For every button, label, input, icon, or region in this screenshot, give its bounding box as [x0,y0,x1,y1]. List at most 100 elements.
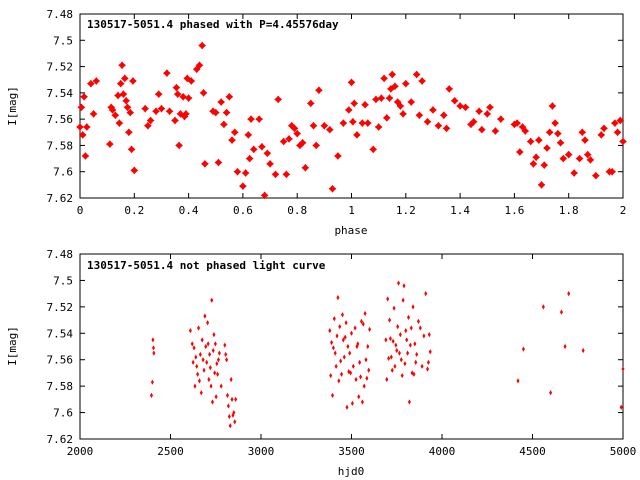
data-point [266,159,274,168]
data-point [534,136,543,145]
data-point [226,392,230,398]
data-point [247,115,255,124]
data-point [293,129,302,138]
data-point [330,339,334,346]
data-point [358,359,362,365]
data-point [173,90,182,99]
data-point [406,350,410,356]
data-point [339,358,343,364]
data-point [315,86,323,95]
unphased-y-tick-label: 7.58 [47,380,74,393]
unphased-plot-title: 130517-5051.4 not phased light curve [87,259,326,272]
data-point [456,102,464,110]
data-point [209,383,213,389]
phased-x-tick-label: 0 [77,204,84,217]
data-point [344,320,348,326]
phased-y-tick-label: 7.48 [47,8,74,21]
unphased-x-tick-label: 3500 [338,445,365,458]
phased-y-tick-label: 7.54 [47,87,74,100]
unphased-x-tick-label: 3000 [248,445,275,458]
phased-x-tick-label: 1.8 [559,204,579,217]
data-point [429,106,437,114]
data-point [356,341,360,347]
data-point [358,119,367,127]
data-point [210,399,214,405]
data-point [222,108,231,117]
data-point [187,77,196,85]
data-point [578,128,587,137]
data-point [77,103,86,112]
data-point [415,111,424,120]
data-point [202,367,206,373]
data-point [374,123,383,131]
data-point [196,371,200,377]
data-point [532,153,540,162]
data-point [348,350,352,356]
data-point [348,117,357,126]
unphased-plot-ticks: 2000 2500 3000 3500 4000 4500 5000 7.48 7.5 7.52 7… [47,248,637,458]
data-point [331,345,335,351]
data-point [232,409,236,416]
data-point [108,106,117,114]
data-point [347,78,356,87]
data-point [445,85,454,93]
data-point [258,142,266,151]
data-point [407,399,411,405]
data-point [309,121,318,130]
data-point [279,137,288,146]
data-point [350,99,359,108]
data-point [219,383,223,389]
phased-y-tick-label: 7.6 [53,166,73,179]
data-point [217,350,221,356]
data-point [581,136,589,145]
data-point [329,372,333,379]
data-point [359,374,363,380]
data-point [325,125,334,134]
phased-x-tick-label: 1.2 [396,204,416,217]
data-point [290,124,299,133]
unphased-x-tick-label: 4000 [429,445,456,458]
data-point [360,399,364,405]
data-point [190,341,194,347]
data-point [351,363,355,369]
phased-plot-ticks: 0 0.2 0.4 0.6 0.8 1 1.2 1.4 1.6 1.8 2 7.48 7.5 7.52 7.… [47,8,627,217]
data-point [223,342,227,348]
data-point [363,119,372,127]
data-point [388,317,392,323]
data-point [359,318,363,324]
data-point [483,110,492,118]
data-point [152,350,156,356]
data-point [226,403,230,409]
data-point [195,61,204,70]
data-point [165,107,174,116]
data-point [367,367,371,373]
data-point [206,320,210,326]
data-point [549,390,553,396]
data-point [394,342,398,348]
unphased-y-tick-label: 7.5 [53,274,73,287]
data-point [144,121,152,130]
data-point [274,95,283,104]
data-point [234,396,238,402]
data-point [477,125,486,134]
data-point [337,378,341,384]
data-point [364,357,368,363]
data-point [396,102,405,110]
data-point [220,120,228,129]
phased-y-tick-label: 7.5 [53,34,73,47]
data-point [403,361,407,367]
data-point [200,337,204,343]
data-point [82,123,91,131]
phased-plot-points [76,41,627,200]
data-point [339,119,348,127]
data-point [405,337,409,343]
data-point [362,383,366,389]
data-point [391,338,395,344]
data-point [146,116,155,125]
data-point [353,325,357,331]
data-point [369,145,378,154]
data-point [556,138,565,147]
data-point [610,119,619,127]
phased-x-tick-label: 2 [620,204,627,217]
data-point [205,359,209,365]
